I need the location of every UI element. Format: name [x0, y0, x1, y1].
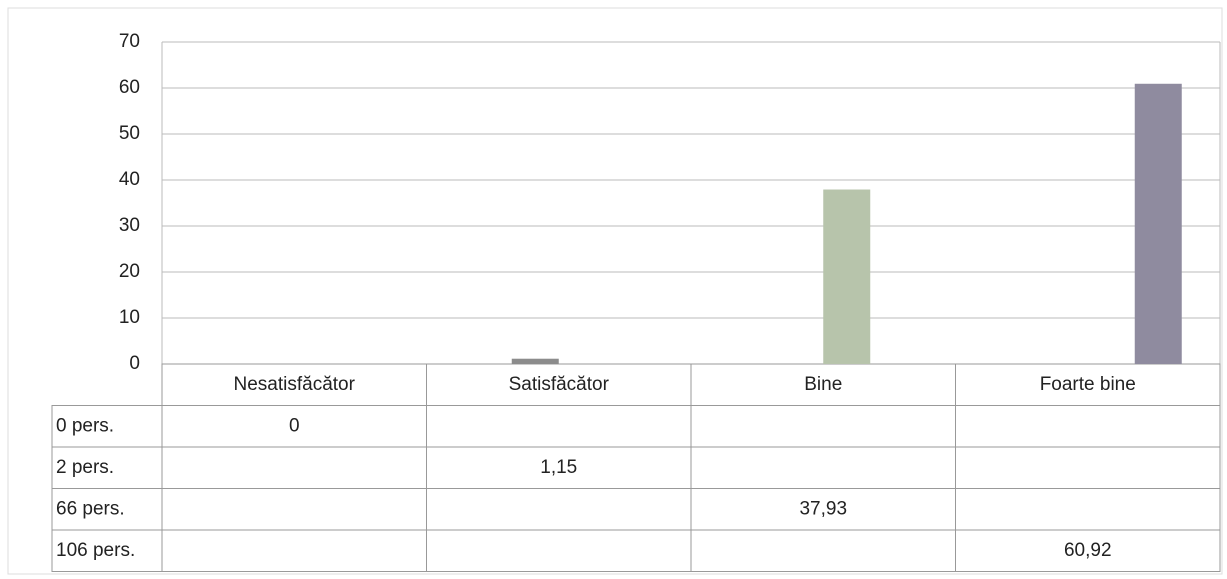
y-tick-label: 40 [119, 169, 140, 190]
table-cell [955, 488, 1221, 531]
category-label: Foarte bine [1040, 374, 1136, 395]
bar [511, 358, 559, 364]
data-label: 60,92 [1064, 540, 1112, 561]
table-cell [426, 529, 692, 572]
bar [1134, 83, 1182, 364]
y-tick-label: 10 [119, 307, 140, 328]
table-cell [690, 529, 956, 572]
y-tick-label: 20 [119, 261, 140, 282]
legend-label: 2 pers. [56, 457, 114, 478]
y-tick-label: 0 [129, 353, 140, 374]
data-label: 0 [289, 415, 300, 436]
table-cell [426, 488, 692, 531]
table-cell [955, 529, 1221, 572]
y-tick-label: 50 [119, 123, 140, 144]
table-cell [161, 529, 427, 572]
data-label: 1,15 [540, 457, 577, 478]
y-tick-label: 60 [119, 77, 140, 98]
table-cell [690, 446, 956, 489]
table-cell [426, 405, 692, 448]
category-label: Bine [804, 374, 842, 395]
data-label: 37,93 [799, 498, 847, 519]
chart-border [7, 7, 1223, 575]
category-label: Satisfăcător [509, 374, 610, 395]
category-label: Nesatisfăcător [234, 374, 356, 395]
y-tick-label: 70 [119, 31, 140, 52]
table-cell [161, 446, 427, 489]
bar [823, 189, 871, 364]
y-tick-label: 30 [119, 215, 140, 236]
legend-label: 0 pers. [56, 415, 114, 436]
table-cell [690, 405, 956, 448]
table-cell [955, 405, 1221, 448]
legend-label: 106 pers. [56, 540, 135, 561]
table-cell [955, 446, 1221, 489]
table-cell [161, 488, 427, 531]
legend-label: 66 pers. [56, 498, 125, 519]
